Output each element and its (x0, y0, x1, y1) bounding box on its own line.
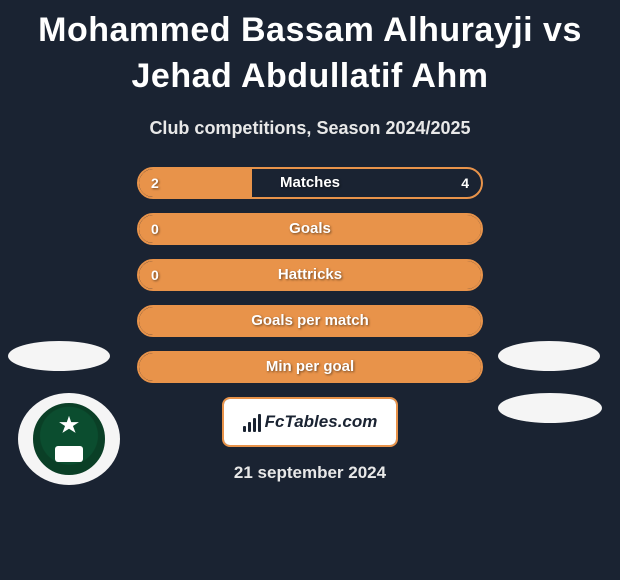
bar-label: Goals per match (251, 312, 369, 329)
bar-left-value: 0 (151, 221, 159, 237)
page-title: Mohammed Bassam Alhurayji vs Jehad Abdul… (0, 0, 620, 104)
stat-bars: 2 Matches 4 0 Goals 0 Hattricks Goals pe… (137, 167, 483, 383)
chart-bars-icon (243, 412, 261, 432)
bar-label: Hattricks (278, 266, 342, 283)
player-right-pill-2 (498, 393, 602, 423)
stat-bar-hattricks: 0 Hattricks (137, 259, 483, 291)
stat-bar-matches: 2 Matches 4 (137, 167, 483, 199)
comparison-content: 2 Matches 4 0 Goals 0 Hattricks Goals pe… (0, 167, 620, 483)
bar-right-value: 4 (461, 175, 469, 191)
page-subtitle: Club competitions, Season 2024/2025 (0, 118, 620, 139)
club-badge-left (18, 393, 120, 485)
stat-bar-goals: 0 Goals (137, 213, 483, 245)
bar-label: Goals (289, 220, 331, 237)
bar-left-value: 2 (151, 175, 159, 191)
footer-logo[interactable]: FcTables.com (222, 397, 398, 447)
bar-label: Min per goal (266, 358, 354, 375)
stat-bar-goals-per-match: Goals per match (137, 305, 483, 337)
logo-text: FcTables.com (265, 412, 378, 432)
player-right-pill (498, 341, 600, 371)
player-left-pill (8, 341, 110, 371)
club-crest-icon (33, 403, 105, 475)
bar-left-value: 0 (151, 267, 159, 283)
bar-label: Matches (280, 174, 340, 191)
footer-logo-inner: FcTables.com (224, 399, 396, 445)
stat-bar-min-per-goal: Min per goal (137, 351, 483, 383)
